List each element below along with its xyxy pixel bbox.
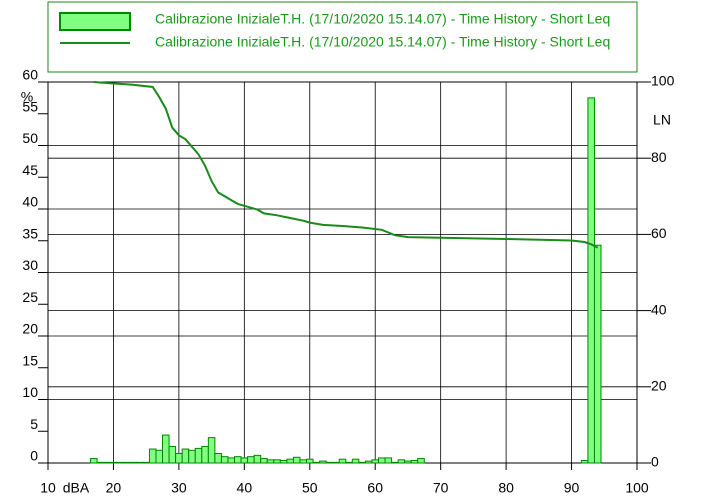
- histogram-bar: [220, 456, 229, 464]
- histogram-bar: [410, 459, 419, 464]
- histogram-bar: [377, 457, 386, 464]
- y2-tick-label: 100: [651, 73, 675, 89]
- y2-tick-label: 20: [651, 378, 667, 394]
- x-tick-label: 10: [40, 480, 56, 496]
- legend-box: [47, 1, 638, 73]
- x-tick-label: 70: [433, 480, 449, 496]
- histogram-bar: [338, 458, 347, 464]
- histogram-bar: [227, 457, 236, 464]
- histogram-bar: [417, 458, 425, 464]
- x-tick-label: 50: [302, 480, 318, 496]
- histogram-bar: [116, 461, 124, 464]
- histogram-bar: [391, 461, 399, 464]
- y-tick-label: 60: [22, 67, 38, 83]
- y-tick-label: 25: [22, 289, 38, 305]
- histogram-bar: [148, 448, 157, 464]
- histogram-bar: [351, 458, 360, 464]
- histogram-bar: [194, 447, 203, 464]
- x-axis-label: dBA: [63, 480, 90, 496]
- histogram-bar: [260, 458, 268, 464]
- y-tick-label: 40: [22, 194, 38, 210]
- histogram-bar: [306, 458, 314, 464]
- x-tick-label: 100: [625, 480, 649, 496]
- y2-tick-label: 60: [651, 225, 667, 241]
- histogram-bar: [135, 461, 144, 464]
- histogram-bar: [103, 461, 111, 464]
- histogram-bar: [181, 448, 190, 464]
- histogram-bar: [247, 456, 255, 464]
- histogram-bar: [129, 461, 137, 464]
- histogram-bar: [312, 461, 321, 464]
- y2-tick-label: 40: [651, 301, 667, 317]
- legend-label: Calibrazione InizialeT.H. (17/10/2020 15…: [155, 11, 610, 27]
- y2-tick-label: 80: [651, 149, 667, 165]
- histogram-bar: [286, 458, 294, 464]
- x-tick-label: 40: [237, 480, 253, 496]
- histogram-bar: [325, 461, 334, 464]
- histogram-bar: [358, 461, 366, 464]
- y-tick-label: 0: [30, 448, 38, 464]
- x-tick-label: 30: [171, 480, 187, 496]
- legend-label: Calibrazione InizialeT.H. (17/10/2020 15…: [155, 34, 610, 50]
- histogram-bar: [122, 461, 131, 464]
- legend-swatch: [59, 12, 131, 31]
- y2-axis-label: LN: [653, 112, 671, 128]
- histogram-bar: [593, 244, 602, 464]
- histogram-bar: [384, 457, 393, 464]
- y-tick-label: 50: [22, 130, 38, 146]
- histogram-bar: [266, 459, 275, 464]
- y-axis-label: %: [21, 89, 33, 105]
- y-tick-label: 55: [22, 98, 38, 114]
- histogram-bar: [207, 437, 216, 464]
- y2-tick-label: 0: [651, 454, 659, 470]
- histogram-bar: [142, 461, 150, 464]
- histogram-bar: [364, 460, 373, 464]
- histogram-bar: [214, 452, 222, 464]
- x-tick-label: 80: [498, 480, 514, 496]
- histogram-bar: [332, 461, 340, 464]
- histogram-bar: [299, 459, 308, 464]
- histogram-bar: [109, 461, 118, 464]
- y-tick-label: 10: [22, 384, 38, 400]
- y-tick-label: 45: [22, 162, 38, 178]
- y-tick-label: 35: [22, 225, 38, 241]
- histogram-bar: [234, 456, 242, 464]
- histogram-bar: [201, 445, 209, 464]
- y-tick-label: 5: [30, 416, 38, 432]
- y-tick-label: 30: [22, 257, 38, 273]
- histogram-bar: [345, 461, 353, 464]
- x-tick-label: 20: [106, 480, 122, 496]
- histogram-bar: [188, 449, 196, 464]
- histogram-bar: [397, 459, 406, 464]
- histogram-bar: [587, 97, 595, 464]
- histogram-bar: [96, 461, 105, 464]
- histogram-bar: [253, 454, 262, 464]
- histogram-bar: [240, 457, 249, 464]
- histogram-bar: [580, 459, 589, 464]
- histogram-bar: [155, 449, 164, 464]
- histogram-bar: [319, 460, 327, 464]
- histogram-bar: [90, 458, 98, 464]
- x-tick-label: 60: [367, 480, 383, 496]
- histogram-bar: [273, 459, 281, 464]
- histogram-bar: [175, 452, 183, 464]
- histogram-bar: [162, 434, 170, 464]
- histogram-bar: [168, 445, 177, 464]
- ln-line: [93, 81, 599, 249]
- y-tick-label: 20: [22, 321, 38, 337]
- histogram-bar: [404, 460, 412, 464]
- y-tick-label: 15: [22, 352, 38, 368]
- histogram-bar: [279, 459, 288, 464]
- histogram-bar: [371, 459, 379, 464]
- x-tick-label: 90: [564, 480, 580, 496]
- histogram-bar: [292, 456, 301, 464]
